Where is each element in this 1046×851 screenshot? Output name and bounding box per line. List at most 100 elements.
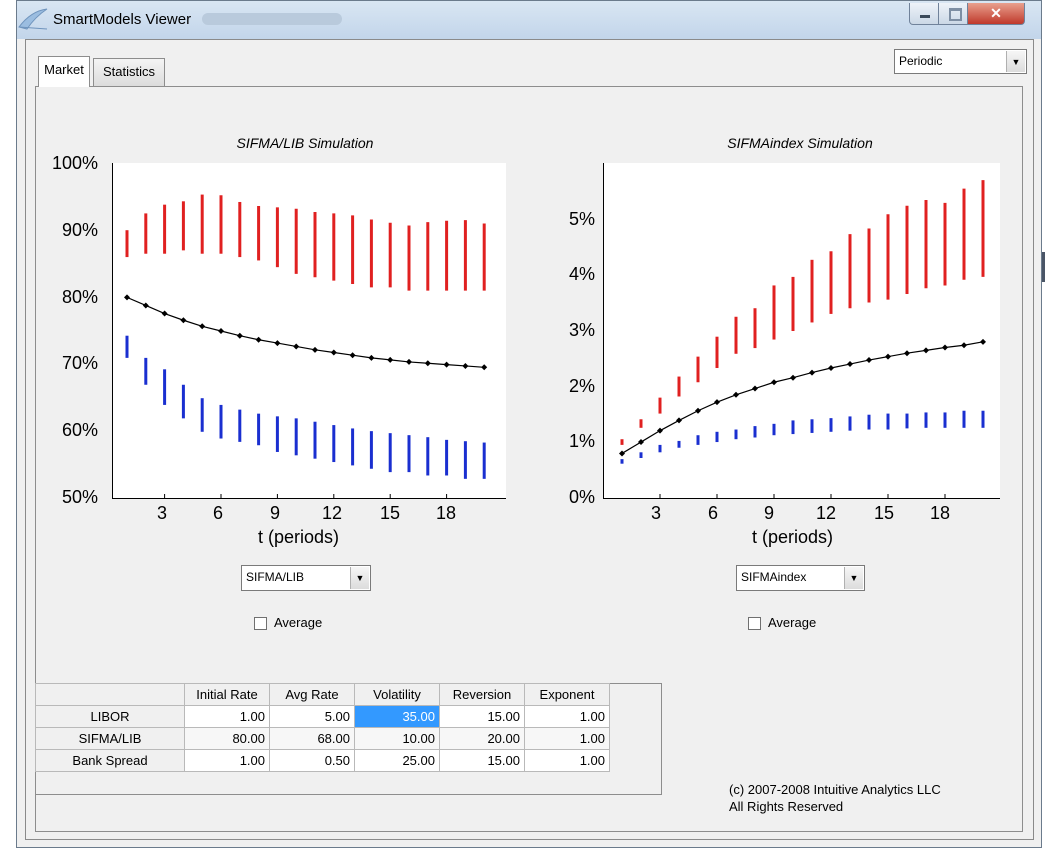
- left-simulation-chart: [112, 163, 506, 499]
- table-cell[interactable]: 15.00: [439, 749, 525, 772]
- column-header: Reversion: [439, 683, 525, 706]
- corner-cell: [35, 683, 185, 706]
- chevron-down-icon[interactable]: ▼: [844, 567, 863, 589]
- table-cell[interactable]: 0.50: [269, 749, 355, 772]
- mean-point: [349, 352, 356, 359]
- mean-point: [980, 338, 986, 345]
- table-cell[interactable]: 10.00: [354, 727, 440, 750]
- mode-select[interactable]: Periodic ▼: [894, 49, 1027, 74]
- mean-point: [124, 294, 130, 301]
- mean-point: [828, 365, 834, 372]
- mean-point: [218, 328, 224, 334]
- table-cell[interactable]: 15.00: [439, 705, 525, 728]
- row-header: SIFMA/LIB: [35, 727, 185, 750]
- row-header: Bank Spread: [35, 749, 185, 772]
- right-average-checkbox[interactable]: [748, 617, 761, 630]
- mean-point: [236, 332, 243, 339]
- row-header: LIBOR: [35, 705, 185, 728]
- mean-point: [443, 361, 450, 368]
- mean-point: [462, 362, 469, 369]
- mean-point: [676, 417, 682, 424]
- right-xtick: 15: [874, 503, 895, 523]
- parameters-table: Initial Rate Avg Rate Volatility Reversi…: [35, 683, 610, 772]
- mean-point: [161, 310, 168, 317]
- mean-point: [714, 399, 720, 406]
- tab-market[interactable]: Market: [38, 56, 90, 87]
- plot-background: [603, 163, 1000, 499]
- chevron-down-icon[interactable]: ▼: [350, 567, 369, 589]
- left-ytick: 80%: [62, 287, 99, 307]
- mean-point: [771, 379, 777, 386]
- mean-point: [330, 349, 337, 356]
- right-ytick: 0%: [569, 487, 596, 507]
- mode-select-value: Periodic: [899, 54, 943, 68]
- mean-point: [180, 317, 187, 324]
- mean-line: [621, 341, 984, 454]
- right-xtick: 6: [708, 503, 719, 523]
- right-xtick: 3: [651, 503, 662, 523]
- left-series-select-value: SIFMA/LIB: [246, 570, 305, 584]
- maximize-icon: [949, 8, 962, 21]
- copyright-line: (c) 2007-2008 Intuitive Analytics LLC: [729, 782, 941, 797]
- mean-point: [904, 350, 910, 357]
- mean-point: [657, 427, 663, 434]
- maximize-button[interactable]: [938, 3, 968, 25]
- minimize-button[interactable]: [909, 3, 939, 25]
- left-ytick: 50%: [62, 487, 99, 507]
- mean-point: [695, 407, 701, 414]
- chevron-down-icon[interactable]: ▼: [1006, 51, 1025, 72]
- mean-point: [638, 439, 644, 446]
- right-xtick: 9: [764, 503, 775, 523]
- left-xtick: 12: [322, 503, 343, 523]
- table-cell[interactable]: 68.00: [269, 727, 355, 750]
- right-series-select-value: SIFMAindex: [741, 570, 807, 584]
- left-series-select[interactable]: SIFMA/LIB ▼: [241, 565, 371, 591]
- title-bar[interactable]: SmartModels Viewer ✕: [17, 1, 1041, 39]
- left-ytick: 90%: [62, 220, 99, 240]
- rights-line: All Rights Reserved: [729, 799, 844, 814]
- left-xtick: 9: [270, 503, 281, 523]
- table-cell[interactable]: 20.00: [439, 727, 525, 750]
- mean-point: [866, 357, 872, 364]
- left-chart-title: SIFMA/LIB Simulation: [236, 135, 374, 151]
- right-ytick: 4%: [569, 264, 596, 284]
- mean-point: [885, 353, 891, 360]
- mean-point: [293, 343, 300, 350]
- column-header: Initial Rate: [184, 683, 270, 706]
- table-cell-selected[interactable]: 35.00: [354, 705, 440, 728]
- minimize-icon: [920, 15, 930, 18]
- left-ytick: 60%: [62, 420, 99, 440]
- right-simulation-chart: [603, 163, 1000, 499]
- table-header-row: Initial Rate Avg Rate Volatility Reversi…: [35, 683, 610, 706]
- table-row: SIFMA/LIB 80.00 68.00 10.00 20.00 1.00: [35, 727, 610, 750]
- column-header: Volatility: [354, 683, 440, 706]
- window-title: SmartModels Viewer: [53, 11, 192, 28]
- left-x-axis-label: t (periods): [258, 527, 340, 547]
- tab-statistics[interactable]: Statistics: [93, 58, 165, 86]
- right-series-select[interactable]: SIFMAindex ▼: [736, 565, 865, 591]
- table-cell[interactable]: 1.00: [524, 727, 610, 750]
- mean-point: [790, 374, 796, 381]
- table-cell[interactable]: 80.00: [184, 727, 270, 750]
- table-cell[interactable]: 1.00: [524, 705, 610, 728]
- left-ytick: 100%: [52, 153, 99, 173]
- mean-point: [312, 346, 318, 353]
- mean-point: [961, 342, 967, 349]
- mean-point: [619, 450, 625, 457]
- left-xtick: 18: [436, 503, 457, 523]
- table-cell[interactable]: 1.00: [184, 705, 270, 728]
- column-header: Avg Rate: [269, 683, 355, 706]
- right-xtick: 18: [930, 503, 951, 523]
- column-header: Exponent: [524, 683, 610, 706]
- right-x-axis-label: t (periods): [752, 527, 834, 547]
- table-cell[interactable]: 1.00: [524, 749, 610, 772]
- close-button[interactable]: ✕: [967, 3, 1025, 25]
- table-cell[interactable]: 5.00: [269, 705, 355, 728]
- table-row: Bank Spread 1.00 0.50 25.00 15.00 1.00: [35, 749, 610, 772]
- plot-background: [112, 163, 506, 499]
- left-average-checkbox[interactable]: [254, 617, 267, 630]
- mean-point: [255, 336, 262, 343]
- left-ytick: 70%: [62, 353, 99, 373]
- table-cell[interactable]: 1.00: [184, 749, 270, 772]
- table-cell[interactable]: 25.00: [354, 749, 440, 772]
